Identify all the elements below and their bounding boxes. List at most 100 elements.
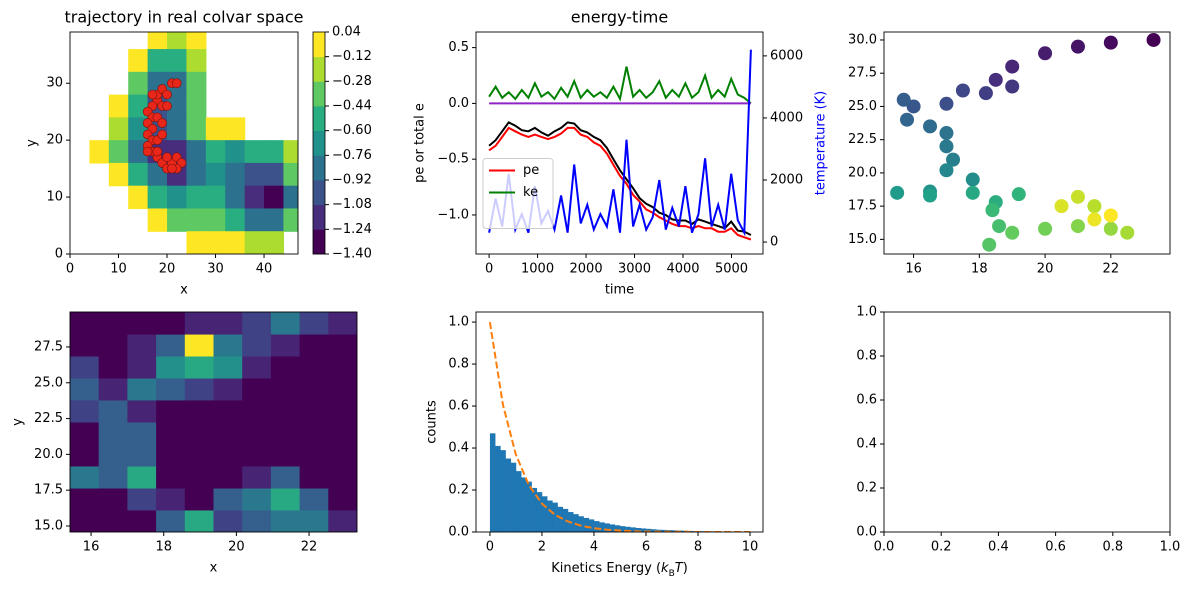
contour-cell <box>244 185 265 210</box>
contour-cell <box>205 208 226 232</box>
hist2d-cell <box>98 488 128 511</box>
contour-cell <box>283 162 298 187</box>
histogram-bar <box>510 462 517 532</box>
y-tick-label: 30 <box>46 76 63 91</box>
histogram-bar <box>609 524 616 532</box>
hist2d-cell <box>70 378 100 401</box>
histogram-bar <box>536 492 543 532</box>
scatter-point <box>939 96 954 111</box>
trajectory-point <box>162 89 172 100</box>
hist2d-cell <box>184 509 214 532</box>
contour-cell <box>186 71 207 96</box>
hist2d-cell <box>98 422 128 445</box>
hist2d-cell <box>213 509 243 532</box>
y-tick-label: 27.5 <box>848 66 877 81</box>
x-tick-label: 0.8 <box>1102 540 1123 555</box>
contour-cell <box>225 208 246 232</box>
contour-cell <box>89 140 110 164</box>
colorbar-band <box>313 180 325 206</box>
y2-tick-label: −0.76 <box>332 148 372 163</box>
hist2d-cell <box>299 312 329 335</box>
contour-cell <box>147 185 168 210</box>
hist2d-cell <box>98 312 128 335</box>
hist2d-cell <box>156 399 186 423</box>
contour-cell <box>108 162 129 187</box>
hist2d-cell <box>156 355 186 379</box>
y-tick-label: 20.0 <box>848 165 877 180</box>
contour-cell <box>244 208 265 232</box>
scatter-point <box>1146 32 1161 47</box>
scatter-point <box>1038 221 1053 236</box>
histogram-bar <box>645 528 652 532</box>
x-tick-label: 4 <box>590 540 598 555</box>
histogram-bar <box>505 458 512 532</box>
histogram-bar <box>557 506 564 532</box>
scatter-point <box>890 185 905 200</box>
scatter-point <box>1005 225 1020 240</box>
hist2d-cell <box>213 444 243 467</box>
scatter-point <box>985 203 1000 218</box>
x-tick-label: 16 <box>83 540 100 555</box>
histogram-bar <box>552 502 558 532</box>
contour-cell <box>283 140 298 164</box>
hist2d-cell <box>213 312 243 335</box>
contour-cell <box>108 94 129 118</box>
hist2d-cell <box>242 422 272 445</box>
hist2d-cell <box>270 399 301 423</box>
hist2d-cell <box>328 509 357 532</box>
x-tick-label: 1.0 <box>1160 540 1181 555</box>
contour-cell <box>283 185 298 210</box>
hist2d-cell <box>299 444 329 467</box>
contour-cell <box>186 231 207 254</box>
contour-cell <box>186 140 207 164</box>
y-tick-label: 1.0 <box>856 305 877 320</box>
y-tick-label: −1.0 <box>437 207 469 222</box>
hist2d-cell <box>242 312 272 335</box>
histogram-bar <box>619 526 626 532</box>
hist2d-cell <box>156 465 186 489</box>
hist2d-cell <box>299 355 329 379</box>
x-tick-label: 0 <box>485 262 493 277</box>
hist2d-cell <box>184 444 214 467</box>
histogram-bar <box>614 525 621 532</box>
contour-cell <box>108 140 129 164</box>
scatter-point <box>939 126 954 141</box>
hist2d-cell <box>299 422 329 445</box>
hist2d-cell <box>242 378 272 401</box>
hist2d-cell <box>270 334 301 357</box>
hist2d-cell <box>127 312 157 335</box>
y-tick-label: 27.5 <box>34 339 63 354</box>
contour-cell <box>205 231 226 254</box>
colorbar-band <box>313 106 325 132</box>
contour-cell <box>264 185 285 210</box>
histogram-bar <box>640 528 647 532</box>
colorbar-band <box>313 56 325 82</box>
colorbar-band <box>313 155 325 181</box>
scatter-point <box>988 72 1003 87</box>
hist2d-cell <box>213 378 243 401</box>
trajectory-point <box>171 78 182 89</box>
hist2d-cell <box>98 399 128 423</box>
hist2d-cell <box>156 488 186 511</box>
y-tick-label: 10 <box>46 190 63 205</box>
scatter-point <box>1070 189 1085 204</box>
x-tick-label: 4000 <box>666 262 699 277</box>
y-tick-label: 0.0 <box>856 525 877 540</box>
y-tick-label: 20.0 <box>34 447 63 462</box>
hist2d-cell <box>127 334 157 357</box>
scatter-point <box>982 237 997 252</box>
trajectory-point <box>147 89 158 100</box>
hist2d-cell <box>299 488 329 511</box>
contour-cell <box>244 231 265 254</box>
plot-area <box>884 312 1170 532</box>
hist2d-cell <box>70 355 100 379</box>
contour-cell <box>225 117 246 141</box>
contour-cell <box>167 208 188 232</box>
y2-tick-label: −0.44 <box>332 99 372 114</box>
y2-tick-label: −0.60 <box>332 123 372 138</box>
x-axis-label-part: k <box>661 561 669 576</box>
contour-cell <box>264 208 285 232</box>
scatter-point <box>923 119 938 134</box>
hist2d-cell <box>328 465 357 489</box>
